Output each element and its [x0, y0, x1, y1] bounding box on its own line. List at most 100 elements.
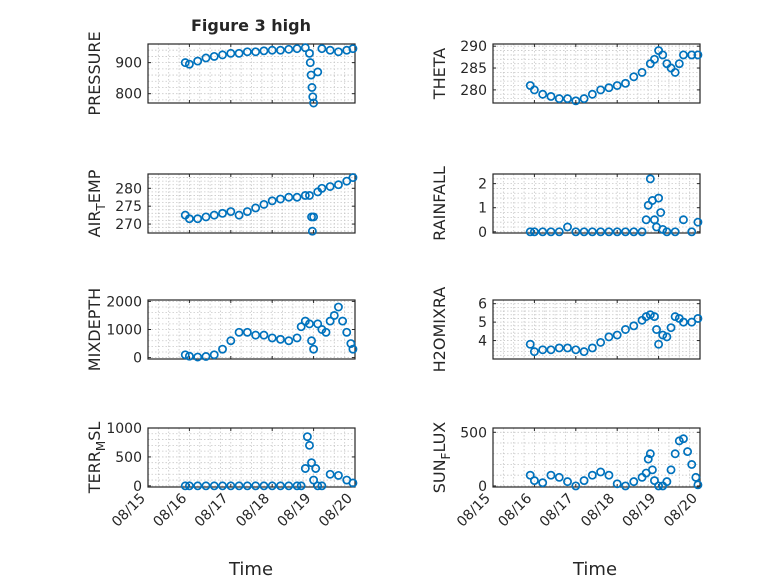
data-point	[321, 327, 331, 337]
data-point	[693, 50, 703, 60]
data-point	[529, 347, 539, 357]
y-tick-label: 500	[460, 425, 487, 441]
data-point	[645, 310, 655, 320]
data-point	[329, 311, 339, 320]
data-point	[563, 94, 572, 104]
data-point	[313, 319, 323, 329]
data-point	[267, 45, 277, 55]
data-point	[267, 196, 277, 206]
data-point	[674, 59, 684, 69]
data-point	[317, 44, 327, 54]
data-point	[184, 214, 194, 224]
y-tick-label: 280	[115, 181, 142, 197]
data-point	[305, 319, 314, 329]
data-point	[302, 432, 312, 442]
data-point	[683, 447, 693, 457]
data-point	[184, 59, 194, 69]
data-point	[546, 227, 556, 237]
data-point	[193, 481, 203, 491]
data-point	[621, 325, 630, 334]
subplot-theta: 280 285 290 THETA	[430, 39, 703, 106]
data-point	[658, 330, 668, 340]
data-point	[529, 227, 539, 237]
data-point	[218, 481, 227, 491]
y-axis-label: RAINFALL	[430, 166, 449, 241]
data-point	[670, 449, 680, 459]
axes-box	[492, 427, 701, 488]
data-point	[650, 312, 659, 322]
data-point	[656, 208, 666, 217]
data-point	[284, 336, 294, 346]
data-point	[670, 312, 680, 322]
data-point	[348, 478, 358, 488]
y-tick-label: 280	[460, 83, 487, 99]
data-point	[596, 227, 606, 237]
data-point	[554, 94, 564, 104]
data-point	[284, 481, 294, 491]
x-tick-label: 08/19	[620, 491, 660, 531]
y-tick-label: 2	[478, 177, 487, 193]
data-point	[305, 191, 314, 200]
x-tick-label: 08/16	[495, 490, 535, 530]
data-point	[596, 85, 606, 95]
x-tick-label: 08/19	[275, 491, 315, 531]
data-point	[554, 227, 564, 237]
data-point	[587, 89, 597, 99]
data-point	[587, 343, 597, 353]
data-point	[309, 475, 319, 485]
data-point	[193, 352, 203, 362]
data-point	[693, 480, 703, 490]
data-point	[201, 53, 211, 63]
x-axis-label-left: Time	[228, 559, 273, 580]
data-point	[641, 312, 651, 322]
axes-box	[147, 173, 356, 234]
y-axis-label: AIRTEMP	[85, 169, 108, 237]
data-point	[596, 467, 606, 477]
data-point	[242, 481, 252, 491]
data-point	[554, 472, 564, 482]
data-point	[554, 343, 564, 353]
data-point	[348, 173, 358, 183]
data-point	[346, 339, 356, 348]
data-point	[604, 83, 614, 93]
data-point	[267, 333, 277, 343]
y-tick-label: 500	[115, 450, 142, 466]
y-tick-label: 1000	[106, 421, 142, 437]
data-point	[305, 440, 314, 450]
y-tick-label: 285	[460, 61, 487, 77]
data-point	[678, 434, 688, 444]
data-point	[325, 316, 335, 326]
data-point	[333, 47, 343, 57]
data-point	[529, 85, 539, 95]
data-point	[201, 212, 211, 222]
x-tick-label: 08/20	[661, 491, 701, 531]
data-point	[193, 56, 203, 66]
x-axis-label-right: Time	[572, 559, 617, 580]
x-tick-label: 08/15	[454, 491, 494, 531]
data-point	[587, 470, 597, 480]
data-point	[305, 48, 314, 58]
y-axis-label: SUNFLUX	[430, 422, 453, 494]
data-point	[538, 478, 548, 488]
data-point	[305, 58, 315, 68]
data-point	[311, 464, 321, 473]
data-point	[180, 481, 190, 491]
data-point	[621, 481, 630, 491]
data-point	[687, 317, 697, 327]
data-point	[300, 191, 310, 200]
y-axis-label: H2OMIXRA	[430, 287, 449, 373]
data-point	[678, 215, 688, 225]
data-point	[563, 477, 572, 487]
data-point	[621, 78, 630, 88]
subplot-sun: 0 500 08/15 08/16 08/17 08/18 08/19 08/20 SUNFLU…	[430, 422, 703, 531]
data-point	[333, 302, 343, 312]
data-point	[621, 227, 630, 237]
data-point	[184, 481, 194, 491]
data-point	[612, 81, 622, 90]
data-point	[284, 44, 294, 54]
data-point	[218, 50, 227, 60]
data-point	[193, 214, 203, 224]
data-point	[276, 334, 285, 344]
y-tick-label: 0	[478, 225, 487, 241]
data-point	[276, 45, 285, 55]
